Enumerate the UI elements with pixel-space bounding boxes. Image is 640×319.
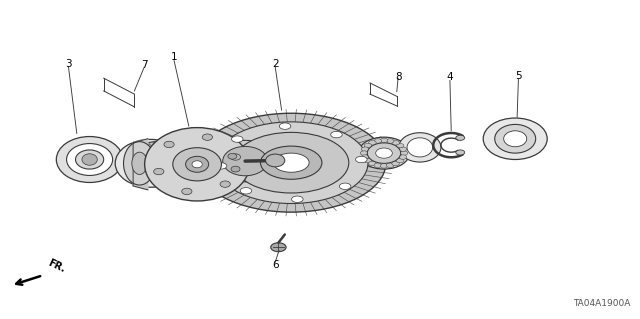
Ellipse shape: [76, 150, 104, 169]
Ellipse shape: [380, 138, 388, 143]
Ellipse shape: [392, 161, 399, 166]
Ellipse shape: [154, 168, 164, 175]
Ellipse shape: [156, 142, 166, 148]
Ellipse shape: [202, 134, 212, 140]
Ellipse shape: [148, 172, 158, 178]
Ellipse shape: [223, 146, 268, 176]
Ellipse shape: [196, 113, 386, 212]
Ellipse shape: [399, 155, 406, 159]
Ellipse shape: [396, 143, 404, 148]
Ellipse shape: [483, 118, 547, 160]
Ellipse shape: [126, 147, 175, 180]
Ellipse shape: [168, 147, 178, 153]
Ellipse shape: [364, 143, 372, 148]
Ellipse shape: [144, 151, 170, 169]
Ellipse shape: [266, 154, 285, 167]
Ellipse shape: [82, 154, 97, 165]
Ellipse shape: [130, 142, 184, 179]
Ellipse shape: [132, 152, 143, 158]
Ellipse shape: [215, 163, 227, 169]
Ellipse shape: [260, 146, 322, 179]
Ellipse shape: [240, 188, 252, 194]
Ellipse shape: [186, 156, 209, 172]
Ellipse shape: [148, 142, 158, 148]
Text: 7: 7: [141, 60, 147, 70]
Ellipse shape: [364, 159, 372, 163]
Ellipse shape: [495, 124, 536, 153]
Ellipse shape: [56, 137, 123, 182]
Ellipse shape: [168, 167, 178, 173]
Ellipse shape: [173, 148, 221, 181]
Ellipse shape: [164, 141, 174, 148]
Ellipse shape: [150, 156, 163, 165]
Ellipse shape: [399, 133, 441, 162]
Ellipse shape: [136, 167, 146, 173]
Ellipse shape: [331, 131, 342, 138]
Ellipse shape: [162, 144, 172, 150]
Ellipse shape: [67, 144, 113, 175]
Ellipse shape: [456, 135, 465, 140]
Ellipse shape: [124, 142, 156, 185]
Ellipse shape: [369, 161, 376, 166]
Text: 2: 2: [272, 59, 278, 69]
Ellipse shape: [387, 139, 394, 143]
Ellipse shape: [231, 166, 240, 172]
Ellipse shape: [132, 162, 143, 168]
Ellipse shape: [380, 164, 388, 168]
Ellipse shape: [407, 138, 433, 157]
Ellipse shape: [279, 123, 291, 129]
Text: 1: 1: [171, 52, 177, 63]
Ellipse shape: [374, 139, 381, 143]
Ellipse shape: [396, 159, 404, 163]
Ellipse shape: [456, 150, 465, 155]
Ellipse shape: [387, 163, 394, 167]
Text: TA04A1900A: TA04A1900A: [573, 299, 630, 308]
Ellipse shape: [145, 128, 250, 201]
Text: 3: 3: [65, 59, 72, 69]
Text: 6: 6: [272, 260, 278, 271]
Ellipse shape: [400, 151, 408, 155]
Ellipse shape: [273, 153, 309, 172]
Ellipse shape: [360, 151, 368, 155]
Ellipse shape: [234, 132, 349, 193]
Ellipse shape: [220, 181, 230, 187]
Polygon shape: [133, 139, 148, 190]
Ellipse shape: [115, 139, 186, 187]
Ellipse shape: [392, 141, 399, 145]
Ellipse shape: [399, 147, 406, 152]
Ellipse shape: [182, 188, 192, 195]
Ellipse shape: [136, 147, 146, 153]
Ellipse shape: [156, 172, 166, 178]
Ellipse shape: [374, 163, 381, 167]
Ellipse shape: [172, 157, 182, 163]
Ellipse shape: [339, 183, 351, 189]
Ellipse shape: [131, 157, 141, 163]
Ellipse shape: [362, 147, 369, 152]
Ellipse shape: [192, 161, 202, 168]
Ellipse shape: [504, 131, 527, 147]
Text: 4: 4: [447, 72, 453, 82]
Ellipse shape: [141, 171, 152, 176]
Ellipse shape: [162, 171, 172, 176]
Text: 8: 8: [395, 71, 401, 82]
Ellipse shape: [356, 156, 367, 163]
Ellipse shape: [376, 148, 392, 158]
Ellipse shape: [141, 144, 152, 150]
Ellipse shape: [362, 155, 369, 159]
Ellipse shape: [214, 122, 368, 204]
Ellipse shape: [358, 137, 410, 169]
Ellipse shape: [171, 162, 181, 168]
Ellipse shape: [271, 243, 286, 252]
Ellipse shape: [213, 140, 277, 182]
Ellipse shape: [367, 143, 401, 163]
Ellipse shape: [292, 196, 303, 203]
Ellipse shape: [232, 136, 243, 142]
Ellipse shape: [228, 153, 237, 159]
Ellipse shape: [171, 152, 181, 158]
Text: 5: 5: [515, 71, 522, 81]
Ellipse shape: [132, 152, 147, 174]
Text: FR.: FR.: [47, 257, 67, 274]
Ellipse shape: [230, 154, 241, 160]
Ellipse shape: [369, 141, 376, 145]
